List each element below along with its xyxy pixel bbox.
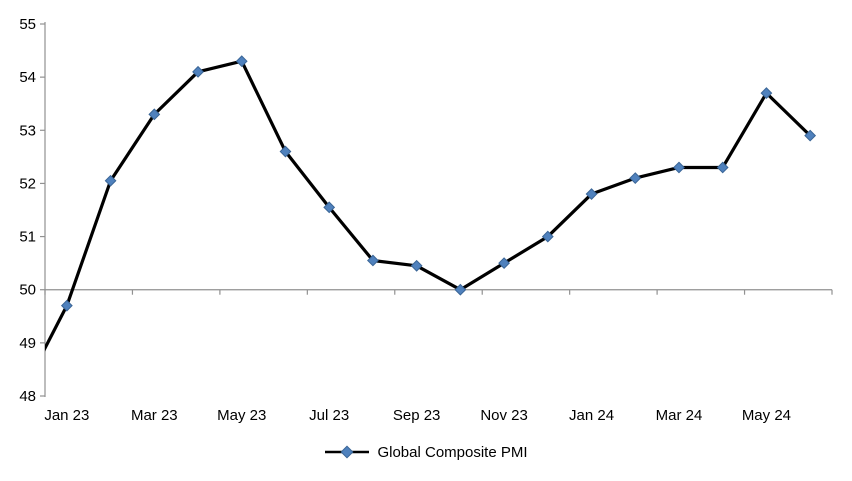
- data-point-marker: [498, 257, 510, 270]
- data-point-marker: [804, 129, 817, 142]
- data-point-marker: [716, 161, 729, 174]
- data-point-marker: [760, 87, 773, 99]
- y-tick-label: 51: [19, 229, 36, 246]
- x-tick-label: Jan 23: [44, 407, 89, 424]
- data-point-marker: [367, 254, 379, 267]
- data-point-marker: [235, 55, 248, 68]
- y-tick-label: 50: [19, 282, 36, 299]
- data-point-marker: [323, 201, 336, 214]
- data-point-marker: [629, 172, 642, 185]
- y-tick-label: 54: [19, 69, 36, 86]
- chart-legend: Global Composite PMI: [0, 440, 852, 464]
- data-point-marker: [148, 108, 161, 121]
- y-tick-label: 53: [19, 122, 36, 139]
- x-tick-label: May 24: [742, 407, 791, 424]
- plot-area: 48 49 50 51 52 53 54 55 Jan 23 Mar 23 May 23 Jul 23…: [19, 16, 833, 424]
- x-tick-label: Sep 23: [393, 407, 441, 424]
- data-point-marker: [104, 174, 117, 187]
- x-tick-label: Jul 23: [309, 407, 349, 424]
- x-tick-label: Jan 24: [569, 407, 614, 424]
- data-point-marker: [585, 188, 598, 200]
- x-tick-label: Nov 23: [480, 407, 528, 424]
- y-tick-label: 55: [19, 16, 36, 33]
- x-tick-label: Mar 23: [131, 407, 178, 424]
- y-tick-label: 49: [19, 335, 36, 352]
- data-point-marker: [60, 299, 73, 312]
- series-global-composite-pmi: [45, 55, 817, 352]
- data-point-marker: [454, 283, 467, 296]
- pmi-line: [45, 59, 812, 352]
- data-point-marker: [673, 161, 685, 174]
- y-tick-label: 48: [19, 388, 36, 405]
- legend-sample-marker-icon: [340, 445, 354, 459]
- x-tick-label: May 23: [217, 407, 266, 424]
- data-point-marker: [192, 65, 204, 78]
- legend-key-icon: [325, 445, 370, 459]
- legend-label: Global Composite PMI: [377, 443, 528, 461]
- data-point-marker: [279, 145, 292, 158]
- x-tick-label: Mar 24: [656, 407, 703, 424]
- data-point-marker: [410, 259, 423, 272]
- y-tick-label: 52: [19, 175, 36, 192]
- data-point-marker: [541, 230, 554, 243]
